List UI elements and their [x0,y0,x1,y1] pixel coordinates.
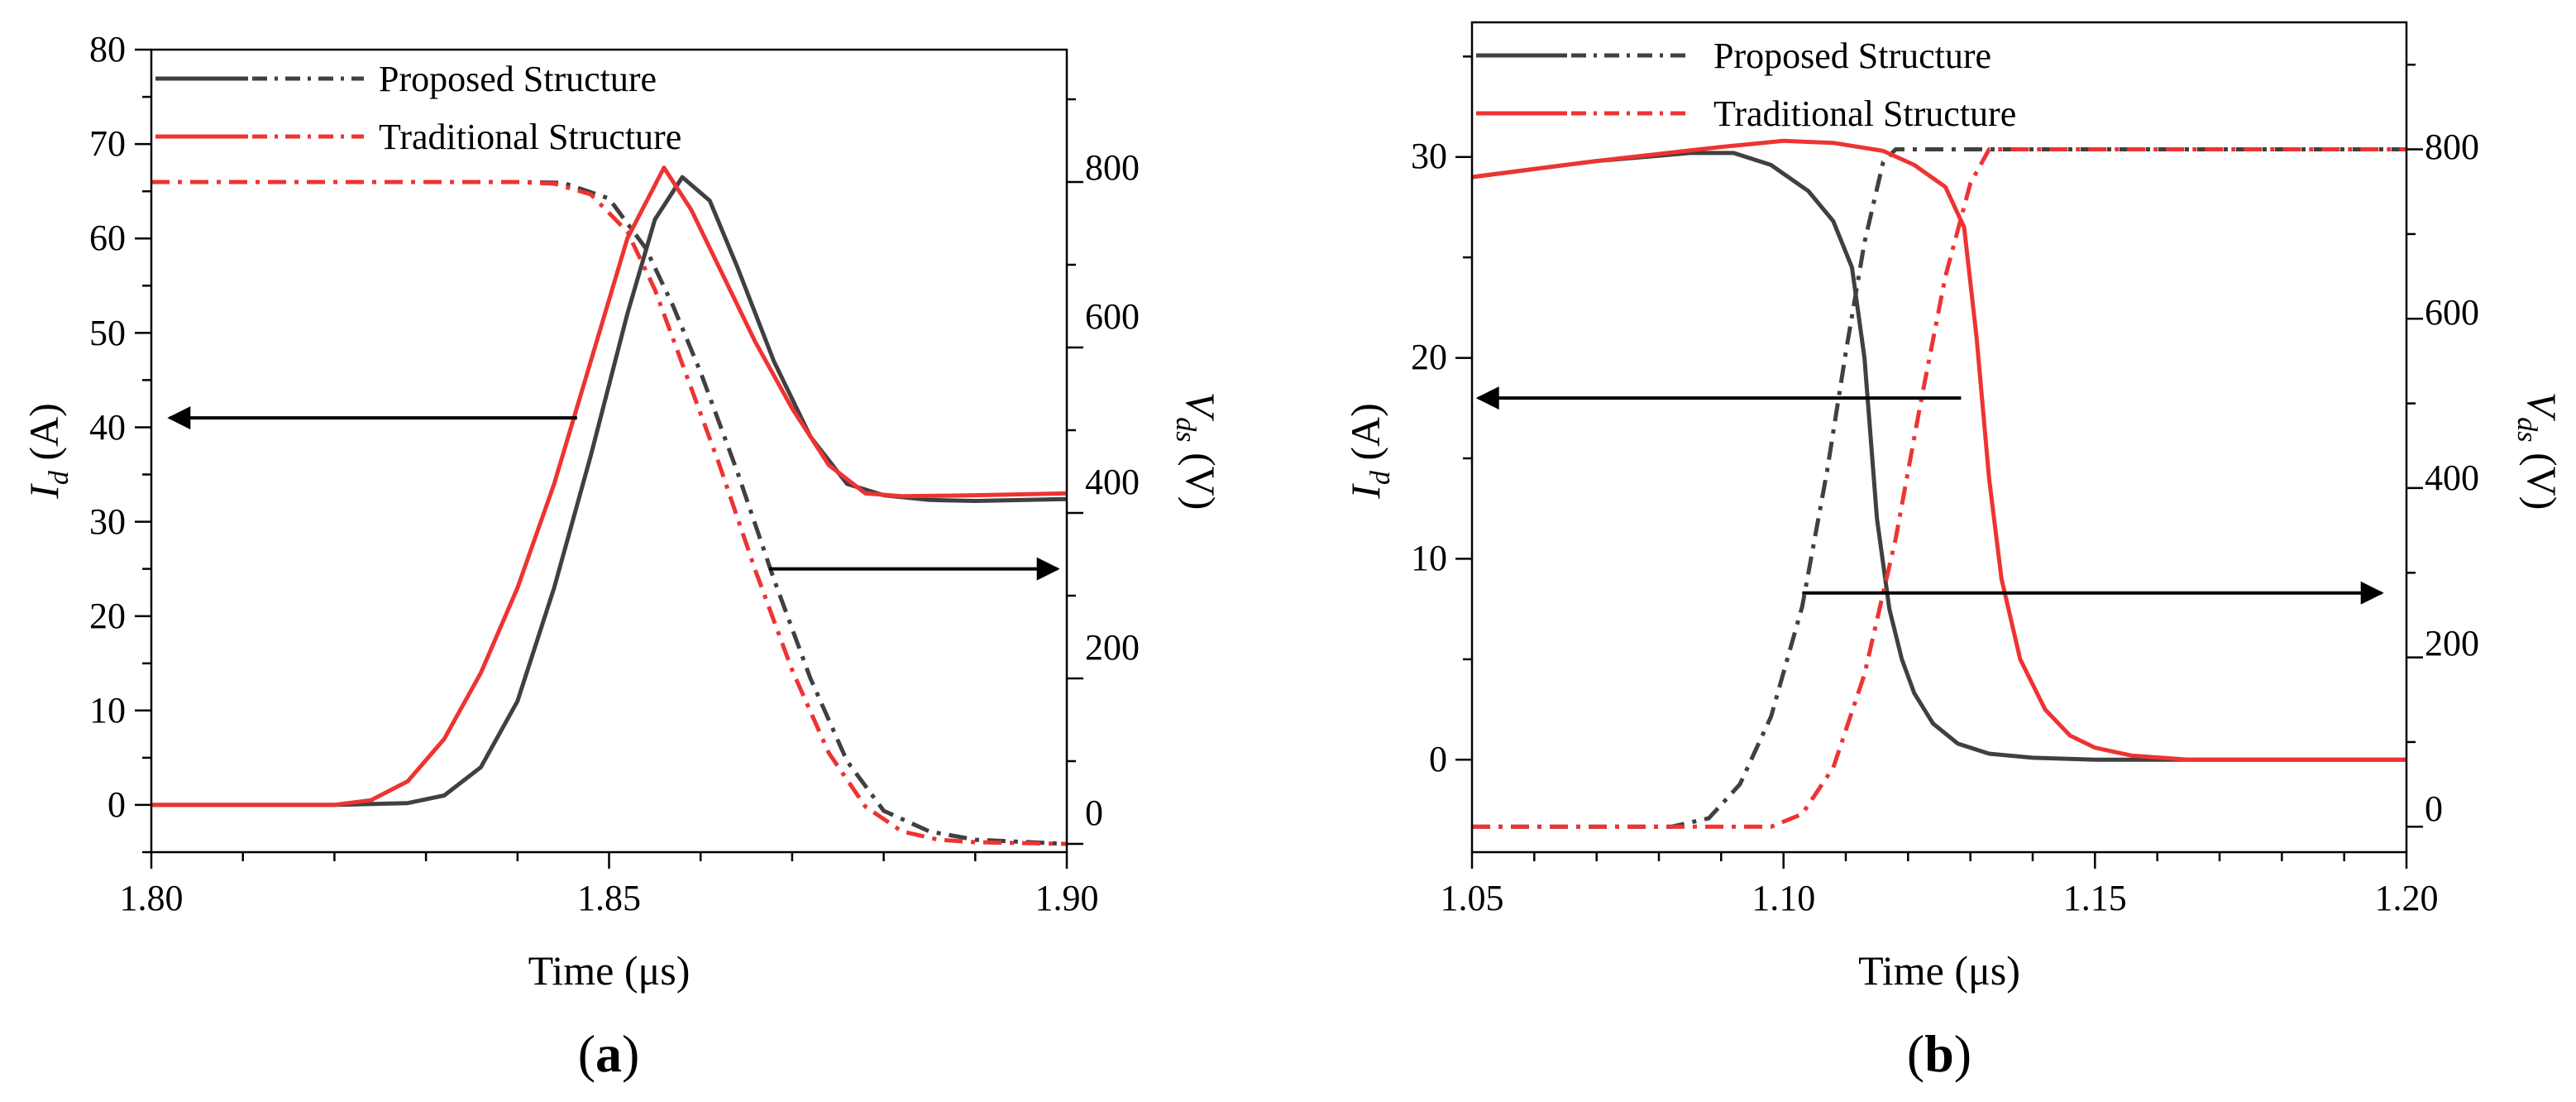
y-left-tick-label: 20 [89,596,126,636]
y-right-tick-label: 600 [2425,292,2479,333]
panel-label-open-paren: ( [1907,1024,1924,1083]
y-right-tick-label: 600 [1085,296,1140,337]
y-right-tick-label: 0 [2425,788,2443,829]
y-right-symbol: V [1178,392,1224,422]
y-right-tick-label: 800 [1085,147,1140,188]
y-left-tick-label: 80 [89,29,126,69]
y-right-symbol: V [2519,392,2565,422]
y-left-symbol: I [21,483,67,500]
panel-label-letter: b [1924,1024,1954,1083]
x-tick-label: 1.85 [577,878,641,918]
series-line-id-traditional-structure [151,165,1068,807]
series-line-vds-proposed-structure [151,180,1068,846]
x-tick-label: 1.80 [120,878,184,918]
series-lines-b [1471,138,2406,829]
axis-ticks-a [135,48,1083,869]
annotation-arrows-b [1475,386,2384,605]
y-left-tick-label: 20 [1411,337,1447,377]
y-right-subscript: ds [1170,417,1201,442]
plot-frame-a [150,48,1068,854]
y-left-tick-label: 30 [1411,136,1447,176]
y-left-subscript: d [1365,470,1396,485]
plot-frame-b [1470,21,2408,854]
series-line-vds-traditional-structure [151,180,1068,846]
y-right-tick-label: 400 [2425,458,2479,498]
chart-panel-a: 1.80 1.85 1.90 0 10 20 30 40 50 60 70 80… [21,29,1224,1083]
annotation-arrows-a [167,406,1060,581]
y-right-axis-title-a: Vds (V) [1170,392,1224,510]
panel-label-open-paren: ( [578,1024,595,1083]
y-left-tick-label: 30 [89,501,126,542]
y-right-tick-label: 800 [2425,127,2479,167]
legend-label-proposed: Proposed Structure [1713,36,1991,76]
series-line-vds-traditional-structure [1472,147,2406,829]
chart-panel-b: 1.05 1.10 1.15 1.20 0 10 20 30 0 200 400… [1342,21,2565,1083]
y-left-tick-label: 10 [89,690,126,731]
y-left-tick-label: 40 [89,407,126,448]
y-left-symbol: I [1342,483,1388,500]
y-left-tick-label: 10 [1411,538,1447,578]
y-right-tick-label: 200 [1085,627,1140,668]
y-right-subscript: ds [2511,417,2542,442]
x-axis-title-b: Time (μs) [1858,947,2020,994]
y-left-tick-label: 60 [89,218,126,258]
y-right-unit: (V) [2519,442,2565,510]
legend-label-traditional: Traditional Structure [1713,93,2016,134]
series-line-id-traditional-structure [1471,138,2406,762]
x-tick-label: 1.20 [2375,878,2439,918]
panel-label-b: (b) [1907,1024,1971,1083]
legend-a: Proposed Structure Traditional Structure [155,59,681,157]
x-tick-label: 1.10 [1752,878,1815,918]
y-left-axis-title-b: Id (A) [1342,403,1396,500]
y-right-unit: (V) [1178,442,1224,510]
x-axis-title-a: Time (μs) [528,947,691,994]
x-tick-label: 1.15 [2063,878,2127,918]
y-left-subscript: d [44,470,74,485]
y-left-tick-label: 0 [108,784,126,825]
y-right-tick-label: 200 [2425,623,2479,664]
y-right-tick-label: 0 [1085,793,1103,833]
panel-label-close-paren: ) [1954,1024,1971,1083]
panel-label-letter: a [595,1024,622,1083]
y-left-unit: (A) [1342,403,1388,471]
y-left-tick-label: 70 [89,123,126,164]
y-left-axis-title-a: Id (A) [21,403,74,500]
panel-label-a: (a) [578,1024,640,1083]
legend-label-traditional: Traditional Structure [379,117,681,157]
y-right-axis-title-b: Vds (V) [2511,392,2565,510]
series-lines-a [151,165,1068,846]
y-left-tick-label: 50 [89,313,126,353]
x-tick-label: 1.05 [1441,878,1504,918]
y-right-tick-label: 400 [1085,462,1140,502]
series-line-id-proposed-structure [151,175,1068,807]
series-line-vds-proposed-structure [1472,147,2406,829]
x-tick-label: 1.90 [1035,878,1099,918]
axis-ticks-b [1455,55,2423,869]
y-left-tick-label: 0 [1429,739,1447,779]
panel-label-close-paren: ) [622,1024,639,1083]
legend-b: Proposed Structure Traditional Structure [1476,36,2016,134]
legend-label-proposed: Proposed Structure [379,59,657,99]
series-line-id-proposed-structure [1471,151,2406,762]
y-left-unit: (A) [21,403,67,471]
